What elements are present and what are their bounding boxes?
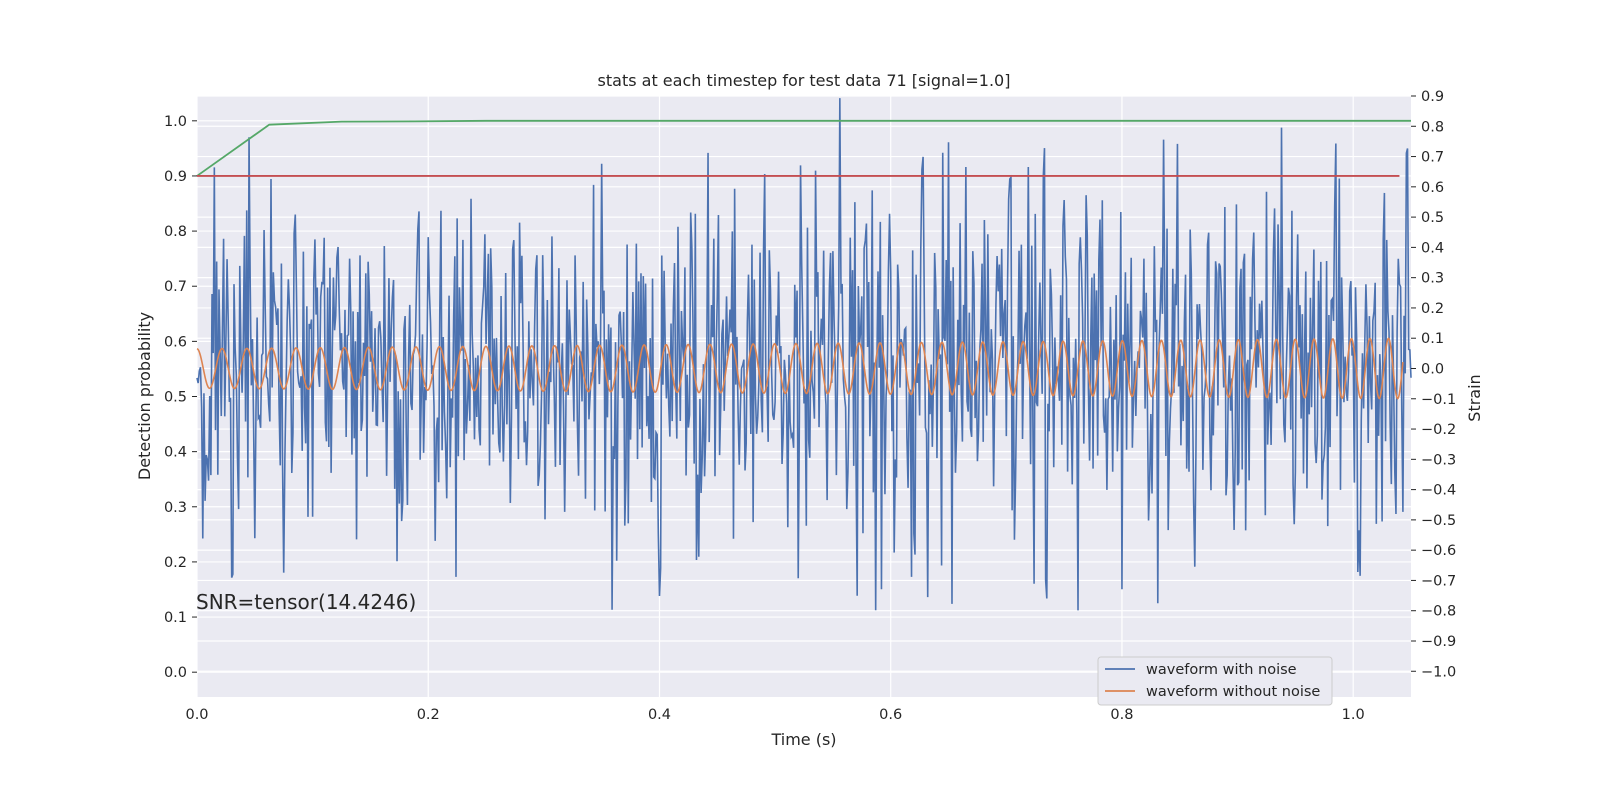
y-right-tick-label: −0.3 — [1421, 452, 1456, 468]
y-right-tick-label: 0.8 — [1421, 119, 1444, 135]
x-axis-label: Time (s) — [770, 730, 836, 749]
y-left-tick-label: 0.2 — [164, 555, 187, 571]
y-left-tick-label: 0.6 — [164, 334, 187, 350]
left-axis: 0.0 0.1 0.2 0.3 0.4 0.5 0.6 0.7 0.8 0.9 1.0 — [164, 114, 197, 681]
y-right-tick-label: 0.7 — [1421, 150, 1444, 166]
y-right-tick-label: −1.0 — [1421, 664, 1456, 680]
y-right-tick-label: −0.4 — [1421, 483, 1456, 499]
y-axis-label-right: Strain — [1465, 374, 1484, 421]
y-right-tick-label: −0.9 — [1421, 634, 1456, 650]
y-right-tick-label: 0.4 — [1421, 240, 1444, 256]
y-left-tick-label: 0.0 — [164, 665, 187, 681]
legend-label-clean: waveform without noise — [1146, 684, 1320, 700]
x-tick-label: 0.6 — [879, 707, 902, 723]
x-axis: 0.0 0.2 0.4 0.6 0.8 1.0 — [185, 707, 1364, 723]
y-axis-label-left: Detection probability — [135, 312, 154, 480]
y-right-tick-label: 0.0 — [1421, 361, 1444, 377]
y-right-tick-label: −0.5 — [1421, 513, 1456, 529]
legend-label-noise: waveform with noise — [1146, 662, 1297, 678]
grid-layer — [196, 95, 1411, 697]
y-right-tick-label: −0.1 — [1421, 392, 1456, 408]
legend-box — [1097, 656, 1333, 706]
y-left-tick-label: 0.3 — [164, 500, 187, 516]
y-right-tick-label: 0.5 — [1421, 210, 1444, 226]
series-line-detection-probability — [196, 119, 1411, 177]
y-left-tick-label: 0.8 — [164, 224, 187, 240]
x-tick-label: 0.8 — [1110, 707, 1133, 723]
y-right-tick-label: −0.6 — [1421, 543, 1456, 559]
x-tick-label: 0.4 — [648, 707, 671, 723]
y-right-tick-label: −0.2 — [1421, 422, 1456, 438]
x-tick-label: 1.0 — [1342, 707, 1365, 723]
y-right-tick-label: 0.2 — [1421, 301, 1444, 317]
x-tick-label: 0.2 — [417, 707, 440, 723]
y-left-tick-label: 0.9 — [164, 169, 187, 185]
series-layer — [196, 98, 1412, 611]
y-right-tick-label: 0.6 — [1421, 180, 1444, 196]
y-left-tick-label: 0.4 — [164, 445, 187, 461]
y-right-tick-label: 0.1 — [1421, 331, 1444, 347]
y-left-tick-label: 0.7 — [164, 279, 187, 295]
legend: waveform with noise waveform without noi… — [1097, 656, 1333, 706]
snr-annotation: SNR=tensor(14.4246) — [196, 590, 416, 614]
y-right-tick-label: −0.8 — [1421, 604, 1456, 620]
right-axis: 0.9 0.8 0.7 0.6 0.5 0.4 0.3 0.2 0.1 0.0 −0.1 −0.2 −0… — [1411, 89, 1456, 680]
chart-title: stats at each timestep for test data 71 … — [598, 71, 1011, 90]
y-right-tick-label: 0.3 — [1421, 271, 1444, 287]
series-line-waveform-with-noise — [196, 98, 1412, 611]
y-left-tick-label: 1.0 — [164, 114, 187, 130]
y-left-tick-label: 0.1 — [164, 610, 187, 626]
y-left-tick-label: 0.5 — [164, 390, 187, 406]
series-line-waveform-without-noise — [196, 337, 1404, 400]
y-right-tick-label: −0.7 — [1421, 573, 1456, 589]
y-right-tick-label: 0.9 — [1421, 89, 1444, 105]
x-tick-label: 0.0 — [185, 707, 208, 723]
